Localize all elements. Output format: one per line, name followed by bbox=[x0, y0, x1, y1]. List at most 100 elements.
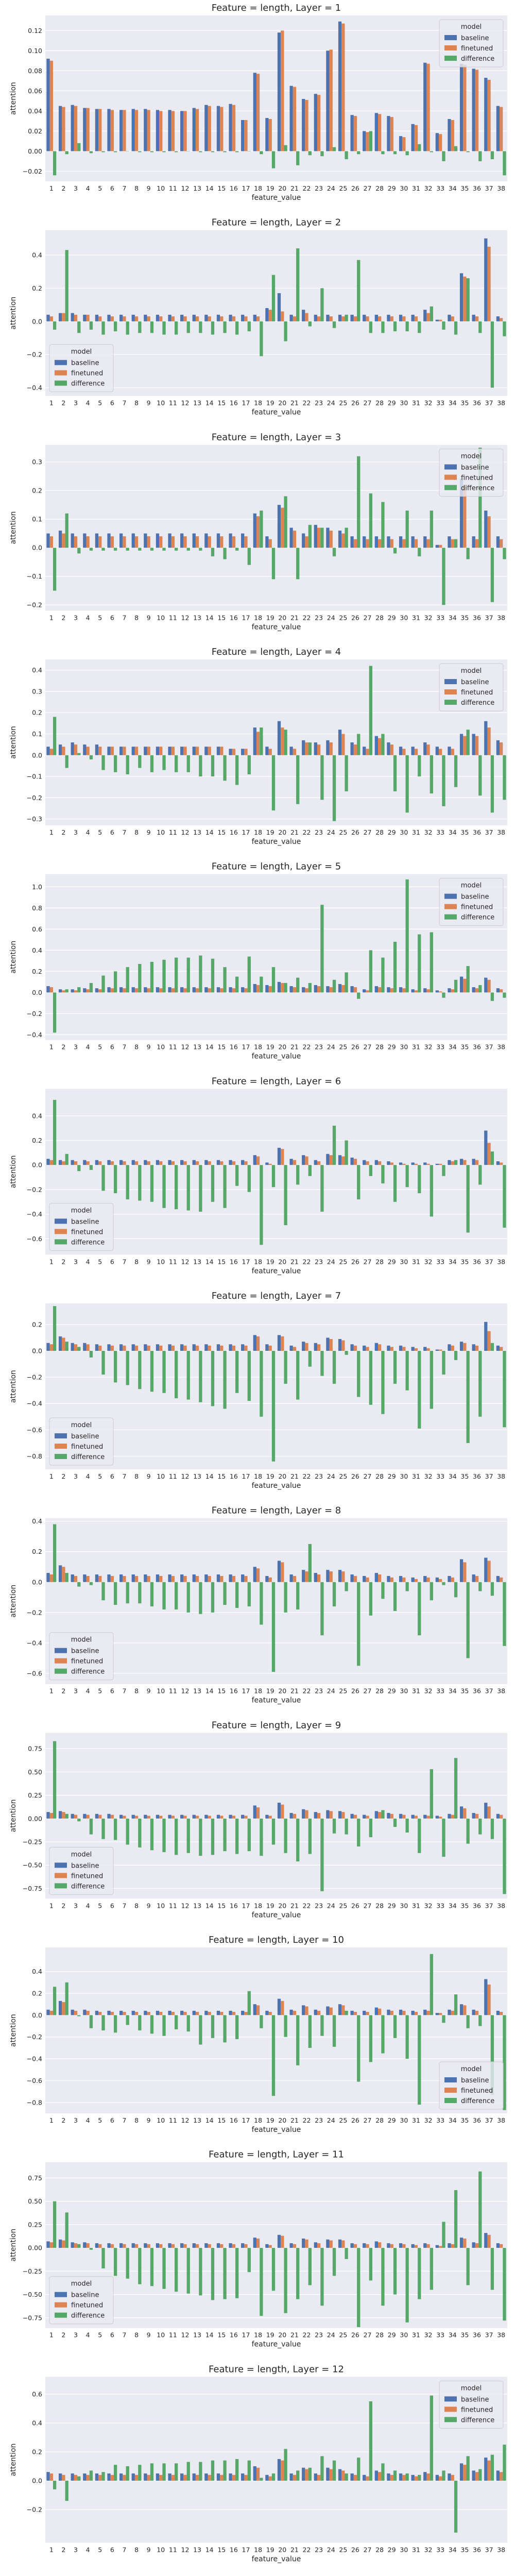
bar-finetuned-24 bbox=[329, 2469, 333, 2481]
bar-finetuned-11 bbox=[171, 316, 175, 321]
bar-baseline-14 bbox=[204, 105, 208, 151]
bar-difference-19 bbox=[271, 1165, 276, 1188]
y-tick-label: 0.0 bbox=[32, 989, 42, 996]
bar-finetuned-10 bbox=[159, 1816, 163, 1819]
bar-baseline-9 bbox=[144, 987, 147, 993]
x-tick-label: 21 bbox=[290, 184, 299, 192]
x-tick-label: 20 bbox=[278, 2116, 286, 2124]
x-tick-label: 38 bbox=[497, 1043, 505, 1051]
bar-baseline-19 bbox=[265, 2010, 269, 2015]
bar-finetuned-11 bbox=[171, 111, 175, 151]
bar-baseline-34 bbox=[448, 1575, 451, 1582]
x-tick-label: 5 bbox=[98, 184, 102, 192]
bar-finetuned-30 bbox=[402, 539, 406, 548]
bar-difference-1 bbox=[53, 2201, 57, 2248]
legend-entry-finetuned: finetuned bbox=[71, 2302, 103, 2310]
x-tick-label: 28 bbox=[375, 1258, 384, 1265]
bar-finetuned-36 bbox=[475, 988, 479, 993]
bar-finetuned-28 bbox=[378, 1574, 382, 1582]
x-tick-label: 36 bbox=[473, 1043, 481, 1051]
x-tick-label: 30 bbox=[400, 184, 408, 192]
bar-difference-37 bbox=[490, 1582, 494, 1596]
legend-entry-baseline: baseline bbox=[461, 2077, 489, 2084]
legend-entry-baseline: baseline bbox=[71, 1218, 99, 1226]
bar-finetuned-37 bbox=[487, 246, 491, 321]
bar-difference-31 bbox=[418, 1351, 421, 1429]
bar-baseline-9 bbox=[144, 1574, 147, 1582]
x-tick-label: 16 bbox=[230, 2546, 238, 2553]
bar-finetuned-7 bbox=[123, 2244, 126, 2248]
bar-difference-4 bbox=[89, 548, 93, 551]
x-tick-label: 10 bbox=[157, 1472, 165, 1480]
x-tick-label: 15 bbox=[217, 1687, 226, 1695]
y-tick-label: −0.50 bbox=[23, 1861, 42, 1869]
x-tick-label: 31 bbox=[412, 1687, 420, 1695]
y-tick-label: −0.02 bbox=[23, 167, 42, 175]
bar-baseline-3 bbox=[71, 105, 74, 151]
bar-baseline-21 bbox=[289, 1812, 293, 1819]
bar-baseline-20 bbox=[277, 981, 281, 993]
bar-baseline-4 bbox=[83, 2009, 87, 2015]
bar-baseline-18 bbox=[253, 727, 256, 755]
x-tick-label: 19 bbox=[266, 1258, 274, 1265]
bar-difference-19 bbox=[271, 2248, 276, 2291]
bar-baseline-35 bbox=[459, 2463, 464, 2481]
bar-finetuned-38 bbox=[500, 1815, 503, 1819]
bar-finetuned-18 bbox=[256, 2239, 260, 2248]
y-tick-label: 0.2 bbox=[32, 709, 42, 717]
bar-difference-34 bbox=[454, 2190, 458, 2248]
bar-difference-24 bbox=[332, 1582, 336, 1607]
bar-baseline-5 bbox=[95, 1160, 99, 1165]
bar-finetuned-8 bbox=[134, 747, 139, 755]
bar-difference-10 bbox=[162, 1582, 166, 1609]
bar-finetuned-4 bbox=[86, 1344, 90, 1351]
legend-entry-difference: difference bbox=[71, 1668, 105, 1676]
bar-finetuned-17 bbox=[244, 1345, 248, 1351]
bar-difference-27 bbox=[369, 666, 372, 755]
legend-box bbox=[439, 878, 504, 926]
bar-finetuned-28 bbox=[378, 114, 382, 151]
bar-baseline-15 bbox=[216, 2010, 220, 2015]
x-tick-label: 14 bbox=[205, 399, 214, 407]
bar-difference-1 bbox=[53, 1741, 57, 1819]
bar-baseline-11 bbox=[168, 1160, 171, 1165]
bar-difference-29 bbox=[393, 2248, 397, 2295]
bar-finetuned-14 bbox=[208, 1816, 211, 1819]
bar-finetuned-9 bbox=[147, 988, 150, 993]
bar-finetuned-9 bbox=[147, 2012, 150, 2015]
bar-difference-2 bbox=[65, 513, 68, 548]
x-tick-label: 7 bbox=[122, 1472, 126, 1480]
bar-finetuned-13 bbox=[195, 747, 199, 755]
bar-baseline-7 bbox=[119, 2010, 123, 2015]
x-tick-label: 38 bbox=[497, 1902, 505, 1909]
bar-baseline-2 bbox=[58, 989, 62, 993]
bar-finetuned-37 bbox=[487, 1143, 491, 1165]
bar-difference-13 bbox=[199, 1818, 202, 1856]
bar-finetuned-22 bbox=[305, 2469, 308, 2481]
bar-finetuned-10 bbox=[159, 2012, 163, 2015]
x-tick-label: 25 bbox=[339, 1902, 347, 1909]
bar-finetuned-15 bbox=[220, 107, 224, 151]
bar-finetuned-25 bbox=[341, 985, 345, 993]
bar-difference-5 bbox=[101, 2472, 105, 2481]
x-axis-label: feature_value bbox=[252, 838, 301, 846]
bar-baseline-38 bbox=[496, 1345, 500, 1351]
x-tick-label: 32 bbox=[424, 614, 433, 621]
x-tick-label: 35 bbox=[460, 1472, 469, 1480]
bar-finetuned-3 bbox=[74, 1815, 78, 1819]
bar-finetuned-16 bbox=[232, 2012, 236, 2015]
bar-difference-8 bbox=[138, 1351, 142, 1389]
bar-difference-16 bbox=[235, 2248, 239, 2298]
bar-difference-12 bbox=[186, 548, 190, 551]
bar-baseline-4 bbox=[83, 2242, 87, 2248]
y-tick-label: −0.2 bbox=[27, 1185, 42, 1193]
bar-baseline-21 bbox=[289, 2009, 293, 2015]
bar-baseline-17 bbox=[241, 1815, 245, 1819]
bar-baseline-33 bbox=[435, 1163, 439, 1165]
bar-difference-10 bbox=[162, 2248, 166, 2289]
bar-finetuned-31 bbox=[414, 2476, 418, 2481]
bar-difference-38 bbox=[503, 548, 506, 560]
bar-finetuned-1 bbox=[49, 2010, 53, 2015]
